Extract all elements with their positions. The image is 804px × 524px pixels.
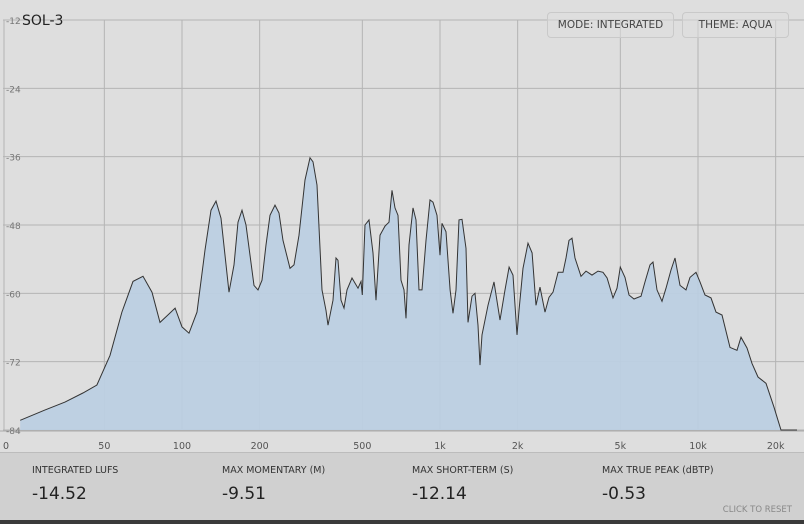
metric-integrated-lufs: INTEGRATED LUFS -14.52 <box>32 465 118 504</box>
y-tick-label: -12 <box>6 17 21 27</box>
x-axis-labels: 0 50 100 200 500 1k 2k 5k 10k 20k <box>3 441 785 452</box>
metric-value: -14.52 <box>32 484 87 504</box>
x-tick-label: 20k <box>767 441 785 452</box>
x-tick-label: 0 <box>3 441 9 452</box>
x-tick-label: 2k <box>512 441 524 452</box>
spectrum-chart: -12 -24 -36 -48 -60 -72 -84 0 50 100 200 500 1k 2k 5k… <box>0 17 804 452</box>
x-tick-label: 50 <box>98 441 110 452</box>
theme-button[interactable]: THEME: AQUA <box>682 12 789 38</box>
y-tick-label: -48 <box>6 222 21 232</box>
x-tick-label: 100 <box>173 441 191 452</box>
metric-max-momentary: MAX MOMENTARY (M) -9.51 <box>222 465 325 504</box>
mode-button[interactable]: MODE: INTEGRATED <box>547 12 674 38</box>
metric-value: -0.53 <box>602 484 646 504</box>
metrics-panel[interactable]: INTEGRATED LUFS -14.52 MAX MOMENTARY (M)… <box>0 452 804 521</box>
metric-label: INTEGRATED LUFS <box>32 465 119 476</box>
x-tick-label: 10k <box>689 441 707 452</box>
x-tick-label: 5k <box>615 441 627 452</box>
reset-button[interactable]: CLICK TO RESET <box>722 505 792 515</box>
metric-label: MAX SHORT-TERM (S) <box>412 465 514 476</box>
y-axis-labels: -12 -24 -36 -48 -60 -72 -84 <box>6 17 21 437</box>
x-tick-label: 1k <box>434 441 446 452</box>
metric-label: MAX TRUE PEAK (dBTP) <box>602 465 714 476</box>
plugin-title: SOL-3 <box>22 13 64 29</box>
metric-label: MAX MOMENTARY (M) <box>222 465 326 476</box>
metric-max-true-peak: MAX TRUE PEAK (dBTP) -0.53 <box>602 465 714 504</box>
metric-value: -9.51 <box>222 484 266 504</box>
y-tick-label: -72 <box>6 359 21 369</box>
metric-max-short-term: MAX SHORT-TERM (S) -12.14 <box>412 465 513 504</box>
x-tick-label: 500 <box>353 441 371 452</box>
spectrum-line <box>20 156 797 431</box>
metric-value: -12.14 <box>412 484 467 504</box>
bottom-bar <box>0 520 804 524</box>
y-tick-label: -36 <box>6 154 21 164</box>
x-tick-label: 200 <box>251 441 269 452</box>
y-tick-label: -60 <box>6 290 21 300</box>
y-tick-label: -24 <box>6 85 21 95</box>
spectrum-area <box>20 157 797 431</box>
y-tick-label: -84 <box>6 427 21 437</box>
